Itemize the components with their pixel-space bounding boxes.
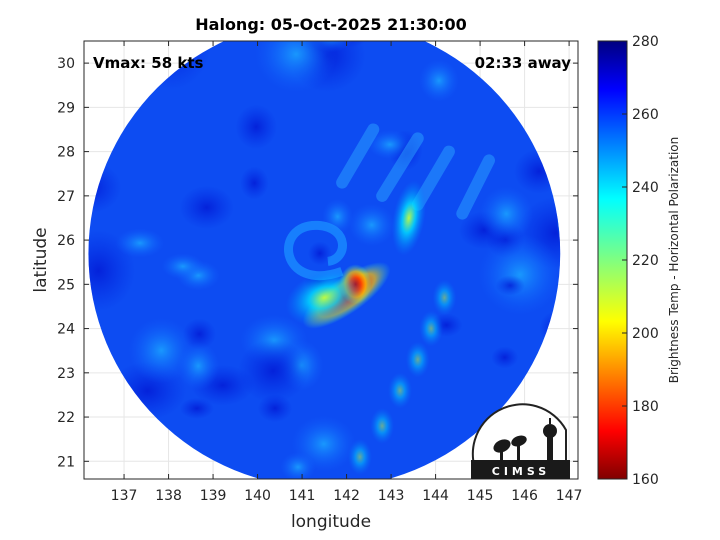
spiral-band (284, 220, 347, 281)
colorbar-ticks: 160 180 200 220 240 260 280 (622, 34, 659, 488)
y-tick-label: 26 (57, 233, 75, 249)
swath-texture (88, 229, 136, 312)
x-tick-label: 145 (467, 488, 494, 504)
x-tick-label: 144 (422, 488, 449, 504)
vmax-annotation: Vmax: 58 kts (93, 54, 203, 72)
swath-texture (491, 346, 519, 369)
y-axis-label: latitude (31, 227, 51, 292)
y-tick-label: 28 (57, 145, 75, 161)
swath-texture (237, 338, 309, 403)
y-tick-label: 22 (57, 410, 75, 426)
southern-rainband (432, 279, 457, 316)
southern-rainband (370, 407, 395, 444)
swath-texture (418, 59, 460, 103)
swath-texture (291, 415, 357, 473)
swath-texture (115, 228, 165, 258)
x-tick-label: 139 (200, 488, 227, 504)
feature-eye (307, 241, 332, 266)
axis-ticks: 137 138 139 140 141 142 143 144 145 146 147 21 22 23 2… (57, 41, 582, 504)
x-tick-label: 146 (511, 488, 538, 504)
swath-texture (367, 129, 413, 160)
x-tick-label: 138 (155, 488, 182, 504)
swath-texture (179, 397, 214, 420)
colorbar-label: Brightness Temp - Horizontal Polarizatio… (667, 137, 681, 384)
x-axis-label: longitude (291, 512, 371, 532)
swath-texture (161, 253, 205, 280)
feature-rainband-ne (391, 180, 426, 256)
axes-box (83, 40, 579, 480)
swath-texture (348, 203, 395, 247)
y-tick-label: 21 (57, 454, 75, 470)
rainband-streak (376, 132, 424, 202)
swath-texture (177, 341, 220, 391)
colorbar-tick-label: 180 (632, 399, 659, 415)
y-tick-label: 30 (57, 56, 75, 72)
cimss-logo-text: CIMSS (492, 465, 550, 478)
x-tick-label: 142 (333, 488, 360, 504)
x-tick-label: 141 (289, 488, 316, 504)
chart-title: Halong: 05-Oct-2025 21:30:00 (195, 15, 466, 34)
swath-texture (239, 166, 269, 200)
swath-texture (495, 275, 525, 296)
colorbar-tick-label: 200 (632, 326, 659, 342)
rainband-streak (336, 123, 380, 189)
swath-texture (179, 185, 234, 230)
colorbar-tick-label: 220 (632, 253, 659, 269)
x-tick-label: 147 (556, 488, 583, 504)
time-away-annotation: 02:33 away (475, 54, 572, 72)
southern-rainband (387, 372, 412, 409)
swath-texture (478, 233, 561, 316)
swath-texture (257, 394, 293, 423)
swath-texture (254, 41, 338, 93)
y-tick-label: 29 (57, 100, 75, 116)
southern-rainband (405, 341, 430, 378)
cimss-logo: CIMSS (471, 403, 570, 479)
colorbar-tick-label: 240 (632, 180, 659, 196)
swath-texture (135, 0, 196, 39)
swath-texture (235, 104, 278, 150)
x-tick-label: 137 (111, 488, 138, 504)
feature-inner-band (285, 269, 363, 326)
y-tick-label: 23 (57, 366, 75, 382)
colorbar-tick-label: 160 (632, 472, 659, 488)
colorbar-tick-label: 260 (632, 107, 659, 123)
southern-rainband (347, 438, 372, 475)
x-tick-label: 140 (244, 488, 271, 504)
y-tick-label: 24 (57, 322, 75, 338)
rainband-streak (456, 154, 495, 220)
southern-rainband (419, 310, 444, 347)
colorbar-tick-label: 280 (632, 34, 659, 50)
y-tick-label: 25 (57, 277, 75, 293)
swath-texture (307, 41, 355, 53)
swath-texture (479, 186, 534, 242)
y-tick-label: 27 (57, 189, 75, 205)
x-tick-label: 143 (378, 488, 405, 504)
